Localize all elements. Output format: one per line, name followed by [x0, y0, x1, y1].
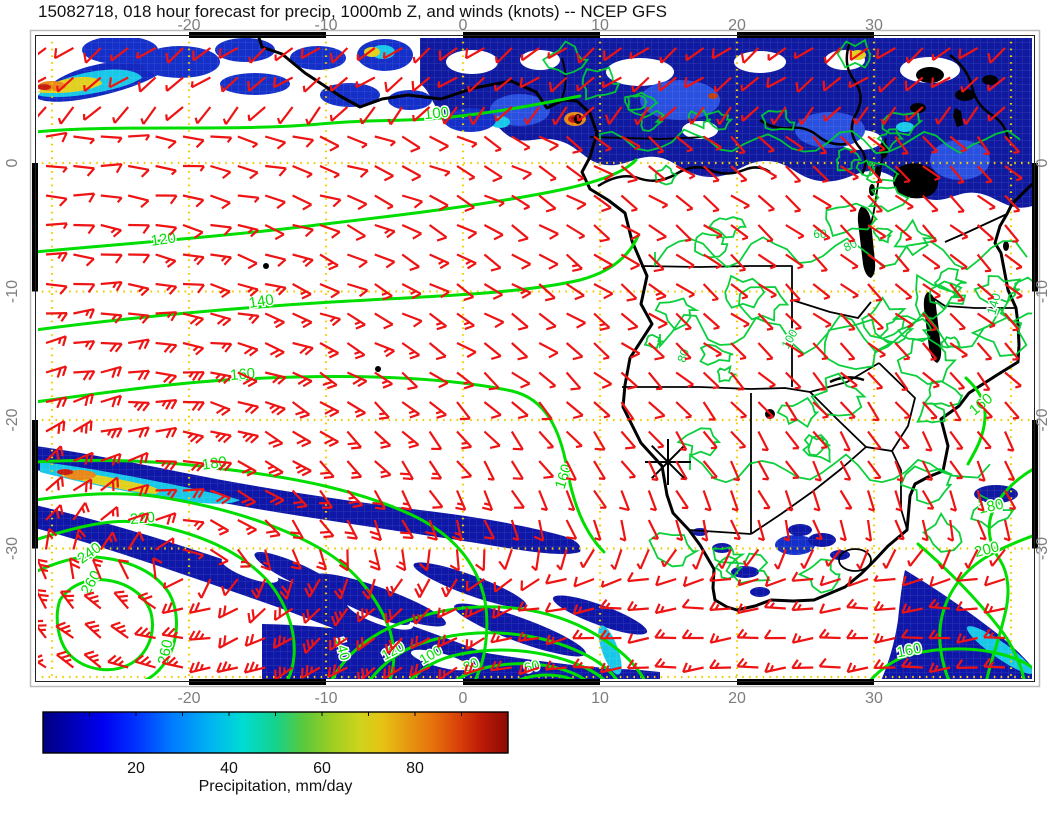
lon-tick-label: 0 [459, 690, 468, 707]
colorbar-ticks: 20 40 60 80 [89, 712, 462, 777]
contour-label: 100 [423, 104, 450, 124]
wind-barbs [35, 47, 1023, 682]
colorbar-gradient [42, 711, 509, 754]
contour-label: 140 [984, 291, 1004, 316]
lat-tick-label: -20 [4, 408, 21, 431]
precip-pixel-texture [35, 35, 1035, 682]
lon-tick-label: -10 [314, 690, 337, 707]
lat-tick-label: 0 [4, 158, 21, 167]
plot-title: 15082718, 018 hour forecast for precip, … [38, 2, 667, 21]
lat-tick-label: -30 [4, 537, 21, 560]
contour-label: 60 [813, 227, 827, 241]
colorbar-tick-label: 20 [127, 760, 145, 777]
lon-tick-label: -10 [314, 17, 337, 34]
lat-tick-label: -10 [1034, 280, 1051, 303]
island-dot [263, 263, 269, 269]
lat-tick-label: -30 [1034, 537, 1051, 560]
lakes [574, 67, 1009, 419]
lon-tick-label: 30 [865, 17, 883, 34]
lon-tick-label: -20 [177, 17, 200, 34]
lat-tick-label: 0 [1034, 158, 1051, 167]
lon-tick-label: 30 [865, 690, 883, 707]
island-dots [263, 263, 381, 372]
colorbar-tick-label: 60 [313, 760, 331, 777]
lon-tick-label: 10 [591, 690, 609, 707]
geography [256, 35, 1035, 612]
contour-label: 140 [248, 291, 275, 312]
lat-tick-label: -10 [4, 280, 21, 303]
lon-tick-label: -20 [177, 690, 200, 707]
calm-star-marker [645, 439, 691, 485]
africa-coastline [256, 35, 1035, 612]
colorbar-label: Precipitation, mm/day [199, 778, 353, 795]
colorbar-tick-label: 40 [220, 760, 238, 777]
lon-tick-label: 20 [728, 690, 746, 707]
colorbar: 20 40 60 80 Precipitation, mm/day [42, 711, 509, 795]
colorbar-tick-label: 80 [406, 760, 424, 777]
axis-tick-labels: -20 -20 -10 -10 0 0 10 10 20 20 30 30 0 0 -10 -10 -20 -20… [4, 17, 1051, 707]
lon-tick-label: 10 [591, 17, 609, 34]
map-frame [29, 29, 1041, 688]
island-dot [375, 366, 381, 372]
lon-tick-label: 20 [728, 17, 746, 34]
lat-tick-label: -20 [1034, 408, 1051, 431]
lon-tick-label: 0 [459, 17, 468, 34]
height-contours-ocean [35, 94, 1035, 682]
country-borders [559, 57, 1016, 572]
